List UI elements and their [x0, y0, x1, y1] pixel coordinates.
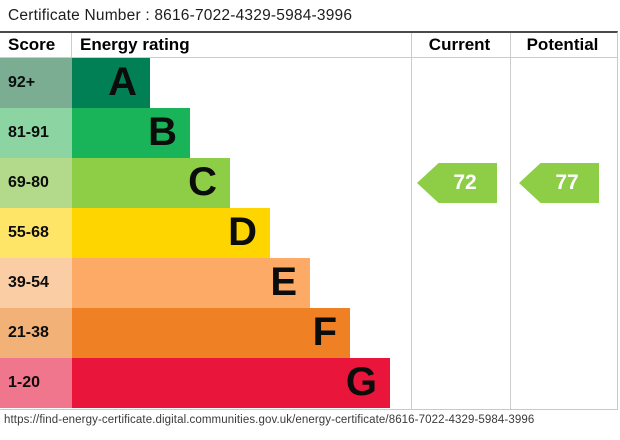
score-range: 21-38: [0, 308, 72, 358]
score-range: 55-68: [0, 208, 72, 258]
score-range: 81-91: [0, 108, 72, 158]
score-range: 69-80: [0, 158, 72, 208]
band-row-b: 81-91 B: [0, 108, 617, 158]
header-current: Current: [428, 35, 491, 54]
header-energy-rating: Energy rating: [80, 35, 190, 54]
band-bar-c: C: [72, 158, 230, 208]
score-range: 1-20: [0, 358, 72, 408]
band-bar-d: D: [72, 208, 270, 258]
band-bar-f: F: [72, 308, 350, 358]
potential-column-divider: [510, 33, 511, 409]
score-range: 39-54: [0, 258, 72, 308]
current-column-divider: [411, 33, 412, 409]
score-range: 92+: [0, 58, 72, 108]
rating-table: Score Energy rating Current Potential 92…: [0, 31, 618, 410]
band-bar-g: G: [72, 358, 390, 408]
band-row-f: 21-38 F: [0, 308, 617, 358]
header-score: Score: [0, 33, 72, 57]
band-bar-b: B: [72, 108, 190, 158]
header-potential: Potential: [526, 35, 599, 54]
band-row-e: 39-54 E: [0, 258, 617, 308]
certificate-number: Certificate Number : 8616-7022-4329-5984…: [8, 7, 353, 24]
band-bar-a: A: [72, 58, 150, 108]
band-row-c: 69-80 C: [0, 158, 617, 208]
band-row-d: 55-68 D: [0, 208, 617, 258]
band-row-g: 1-20 G: [0, 358, 617, 408]
table-header-row: Score Energy rating Current Potential: [0, 33, 617, 58]
band-rows: 92+ A 81-91 B 69-80 C 55-68 D 39-54 E 21-38 F 1-20 G: [0, 58, 617, 408]
band-bar-e: E: [72, 258, 310, 308]
certificate-url: https://find-energy-certificate.digital.…: [4, 414, 535, 426]
band-row-a: 92+ A: [0, 58, 617, 108]
